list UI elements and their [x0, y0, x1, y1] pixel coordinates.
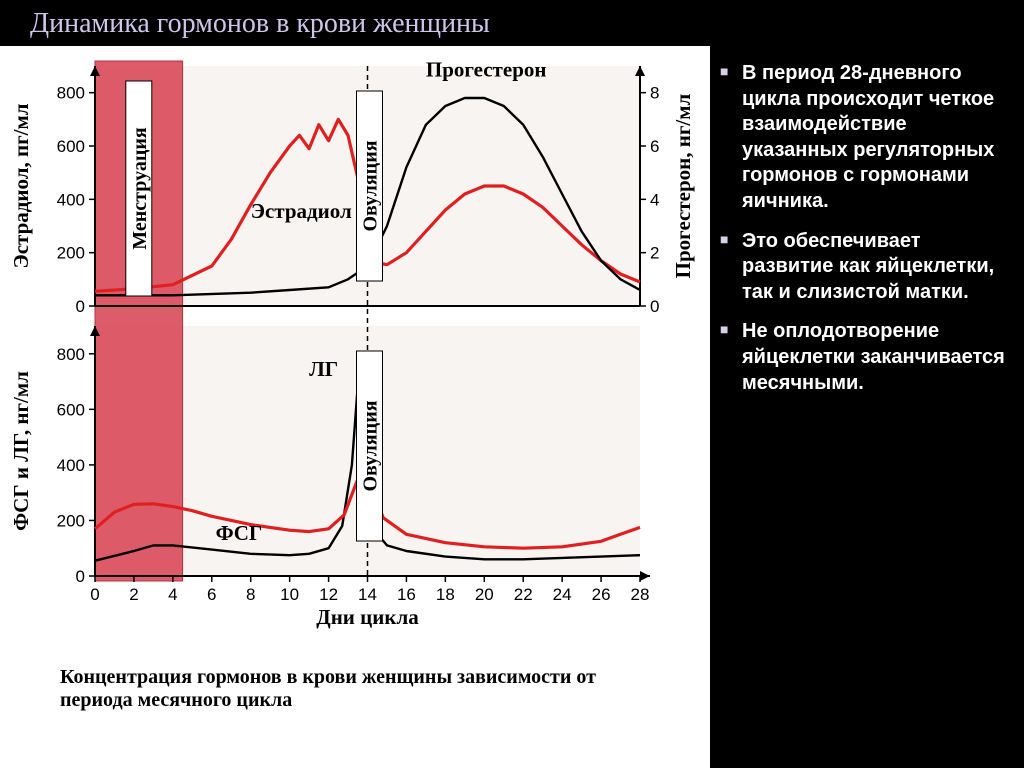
svg-text:8: 8: [246, 585, 255, 604]
svg-text:600: 600: [57, 137, 85, 156]
svg-text:0: 0: [650, 297, 659, 316]
svg-text:2: 2: [129, 585, 138, 604]
svg-text:18: 18: [436, 585, 455, 604]
svg-text:4: 4: [168, 585, 177, 604]
svg-text:28: 28: [631, 585, 650, 604]
svg-text:400: 400: [57, 190, 85, 209]
svg-text:0: 0: [76, 567, 85, 586]
svg-text:8: 8: [650, 84, 659, 103]
svg-text:2: 2: [650, 244, 659, 263]
bullet-item: Не оплодотворение яйцеклетки заканчивает…: [720, 319, 1006, 396]
hormone-figure: 020040060080002468ЭстрадиолПрогестерон02…: [0, 46, 710, 716]
svg-text:0: 0: [76, 297, 85, 316]
svg-text:Эстрадиол: Эстрадиол: [251, 199, 352, 223]
bullet-item: В период 28-дневного цикла происходит че…: [720, 61, 1006, 215]
svg-text:600: 600: [57, 400, 85, 419]
svg-text:800: 800: [57, 345, 85, 364]
svg-text:Прогестерон, нг/мл: Прогестерон, нг/мл: [671, 93, 695, 278]
svg-text:Овуляция: Овуляция: [360, 400, 382, 491]
text-column: В период 28-дневного цикла происходит че…: [710, 46, 1024, 768]
svg-text:6: 6: [207, 585, 216, 604]
svg-text:16: 16: [397, 585, 416, 604]
svg-text:12: 12: [319, 585, 338, 604]
svg-text:ФСГ: ФСГ: [216, 521, 263, 545]
svg-text:400: 400: [57, 456, 85, 475]
svg-text:ЛГ: ЛГ: [309, 357, 338, 381]
svg-text:24: 24: [553, 585, 572, 604]
figure-caption: Концентрация гормонов в крови женщины за…: [60, 666, 660, 712]
svg-text:20: 20: [475, 585, 494, 604]
svg-text:Овуляция: Овуляция: [360, 140, 382, 231]
svg-text:Эстрадиол, пг/мл: Эстрадиол, пг/мл: [9, 103, 33, 268]
chart-svg: 020040060080002468ЭстрадиолПрогестерон02…: [0, 46, 710, 656]
svg-text:4: 4: [650, 190, 659, 209]
svg-text:14: 14: [358, 585, 377, 604]
svg-text:6: 6: [650, 137, 659, 156]
bullet-list: В период 28-дневного цикла происходит че…: [720, 61, 1006, 396]
svg-text:26: 26: [592, 585, 611, 604]
svg-text:Дни цикла: Дни цикла: [316, 605, 419, 629]
bullet-item: Это обеспечивает развитие как яйцеклетки…: [720, 229, 1006, 306]
svg-text:22: 22: [514, 585, 533, 604]
svg-text:Прогестерон: Прогестерон: [426, 58, 547, 82]
slide-title: Динамика гормонов в крови женщины: [0, 0, 1024, 46]
chart-column: 020040060080002468ЭстрадиолПрогестерон02…: [0, 46, 710, 768]
slide: Динамика гормонов в крови женщины 020040…: [0, 0, 1024, 768]
svg-text:10: 10: [280, 585, 299, 604]
svg-text:Менструация: Менструация: [129, 127, 151, 250]
svg-text:200: 200: [57, 244, 85, 263]
svg-text:ФСГ и ЛГ, нг/мл: ФСГ и ЛГ, нг/мл: [9, 371, 33, 531]
svg-text:800: 800: [57, 84, 85, 103]
svg-text:0: 0: [90, 585, 99, 604]
svg-text:200: 200: [57, 511, 85, 530]
content-row: 020040060080002468ЭстрадиолПрогестерон02…: [0, 46, 1024, 768]
